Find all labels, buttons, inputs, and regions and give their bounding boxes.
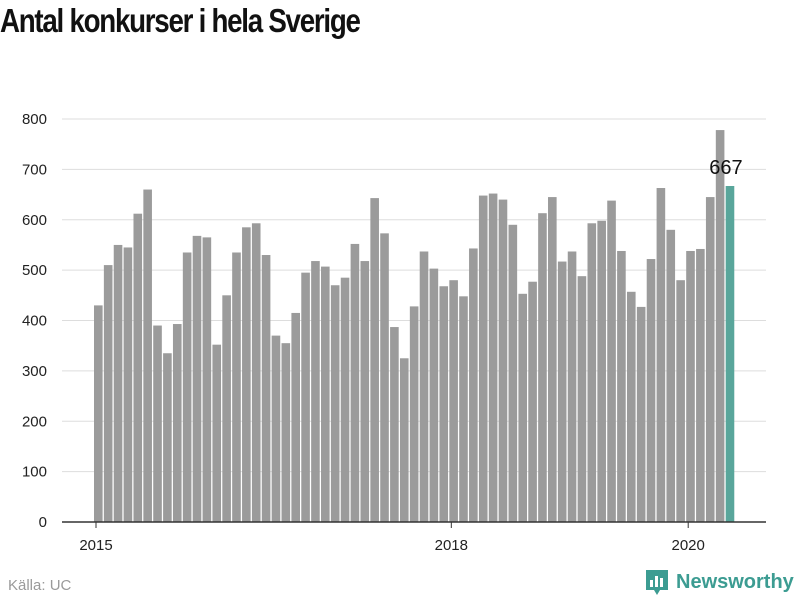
bar <box>232 252 241 523</box>
source-note: Källa: UC <box>8 577 72 594</box>
y-tick-label: 200 <box>22 413 47 430</box>
bar <box>498 199 508 522</box>
bar <box>518 293 528 522</box>
bar <box>301 272 310 522</box>
x-axis-ticks: 2015 2018 2020 <box>79 522 705 554</box>
bar <box>439 286 449 522</box>
bars <box>94 130 735 523</box>
bar <box>607 200 616 523</box>
chart-title: Antal konkurser i hela Sverige <box>0 2 361 39</box>
bar <box>94 305 103 522</box>
y-tick-label: 800 <box>22 111 47 128</box>
bar <box>705 197 715 522</box>
bar <box>370 198 379 522</box>
bar <box>103 265 113 522</box>
bar <box>646 259 656 522</box>
bar <box>429 268 439 522</box>
latest-value-label: 667 <box>709 157 742 179</box>
bar <box>557 261 567 522</box>
bar <box>192 235 202 522</box>
bar <box>587 223 597 522</box>
x-tick-label: 2018 <box>435 537 468 554</box>
bar <box>636 306 646 522</box>
bar <box>143 189 152 522</box>
bar <box>133 213 143 522</box>
y-tick-label: 300 <box>22 363 47 380</box>
bar <box>597 220 606 522</box>
bar <box>538 213 547 522</box>
bar <box>390 327 399 522</box>
bar <box>123 247 133 522</box>
bar <box>291 312 300 522</box>
bar <box>715 130 725 522</box>
bar <box>508 224 518 523</box>
bar <box>330 285 340 522</box>
bar <box>548 197 557 522</box>
bar <box>271 335 281 522</box>
bar <box>469 248 478 522</box>
bar <box>212 344 222 522</box>
bar <box>261 255 271 522</box>
y-tick-label: 0 <box>39 514 47 531</box>
bar <box>528 281 537 522</box>
bar <box>163 353 172 522</box>
bar <box>281 343 291 522</box>
bar <box>567 251 577 523</box>
brand-name: Newsworthy <box>676 570 794 593</box>
y-tick-label: 600 <box>22 212 47 229</box>
y-axis-ticks: 0 100 200 300 400 500 600 700 800 <box>22 111 47 531</box>
y-tick-label: 700 <box>22 161 47 178</box>
bar <box>399 358 409 522</box>
bar <box>478 195 488 522</box>
bar <box>488 193 498 522</box>
bar <box>311 261 320 522</box>
bar <box>577 276 587 522</box>
bar <box>617 250 626 523</box>
x-tick-label: 2020 <box>672 537 705 554</box>
value-labels: 667 <box>709 157 742 179</box>
y-tick-label: 400 <box>22 313 47 330</box>
bar <box>251 223 261 522</box>
bar <box>360 261 370 522</box>
bar <box>626 291 636 522</box>
bar <box>686 250 695 523</box>
bar <box>242 227 251 522</box>
bar <box>113 244 123 522</box>
newsworthy-icon <box>646 570 668 595</box>
bar <box>459 296 468 522</box>
bar <box>202 237 212 522</box>
bar <box>182 252 192 523</box>
bar <box>656 188 666 522</box>
newsworthy-logo[interactable]: Newsworthy <box>644 568 794 596</box>
bar <box>676 280 685 522</box>
bar <box>350 243 360 522</box>
bar <box>340 277 350 522</box>
bar <box>153 325 162 522</box>
y-tick-label: 100 <box>22 464 47 481</box>
bar-latest <box>725 186 735 522</box>
bar <box>696 248 705 522</box>
bar <box>172 324 182 522</box>
bar <box>409 306 419 522</box>
bar <box>666 229 676 522</box>
x-tick-label: 2015 <box>79 537 112 554</box>
y-tick-label: 500 <box>22 262 47 279</box>
bar <box>380 233 389 522</box>
bar <box>321 266 330 522</box>
bar <box>449 280 458 522</box>
bar <box>222 295 231 522</box>
bar <box>419 251 429 523</box>
